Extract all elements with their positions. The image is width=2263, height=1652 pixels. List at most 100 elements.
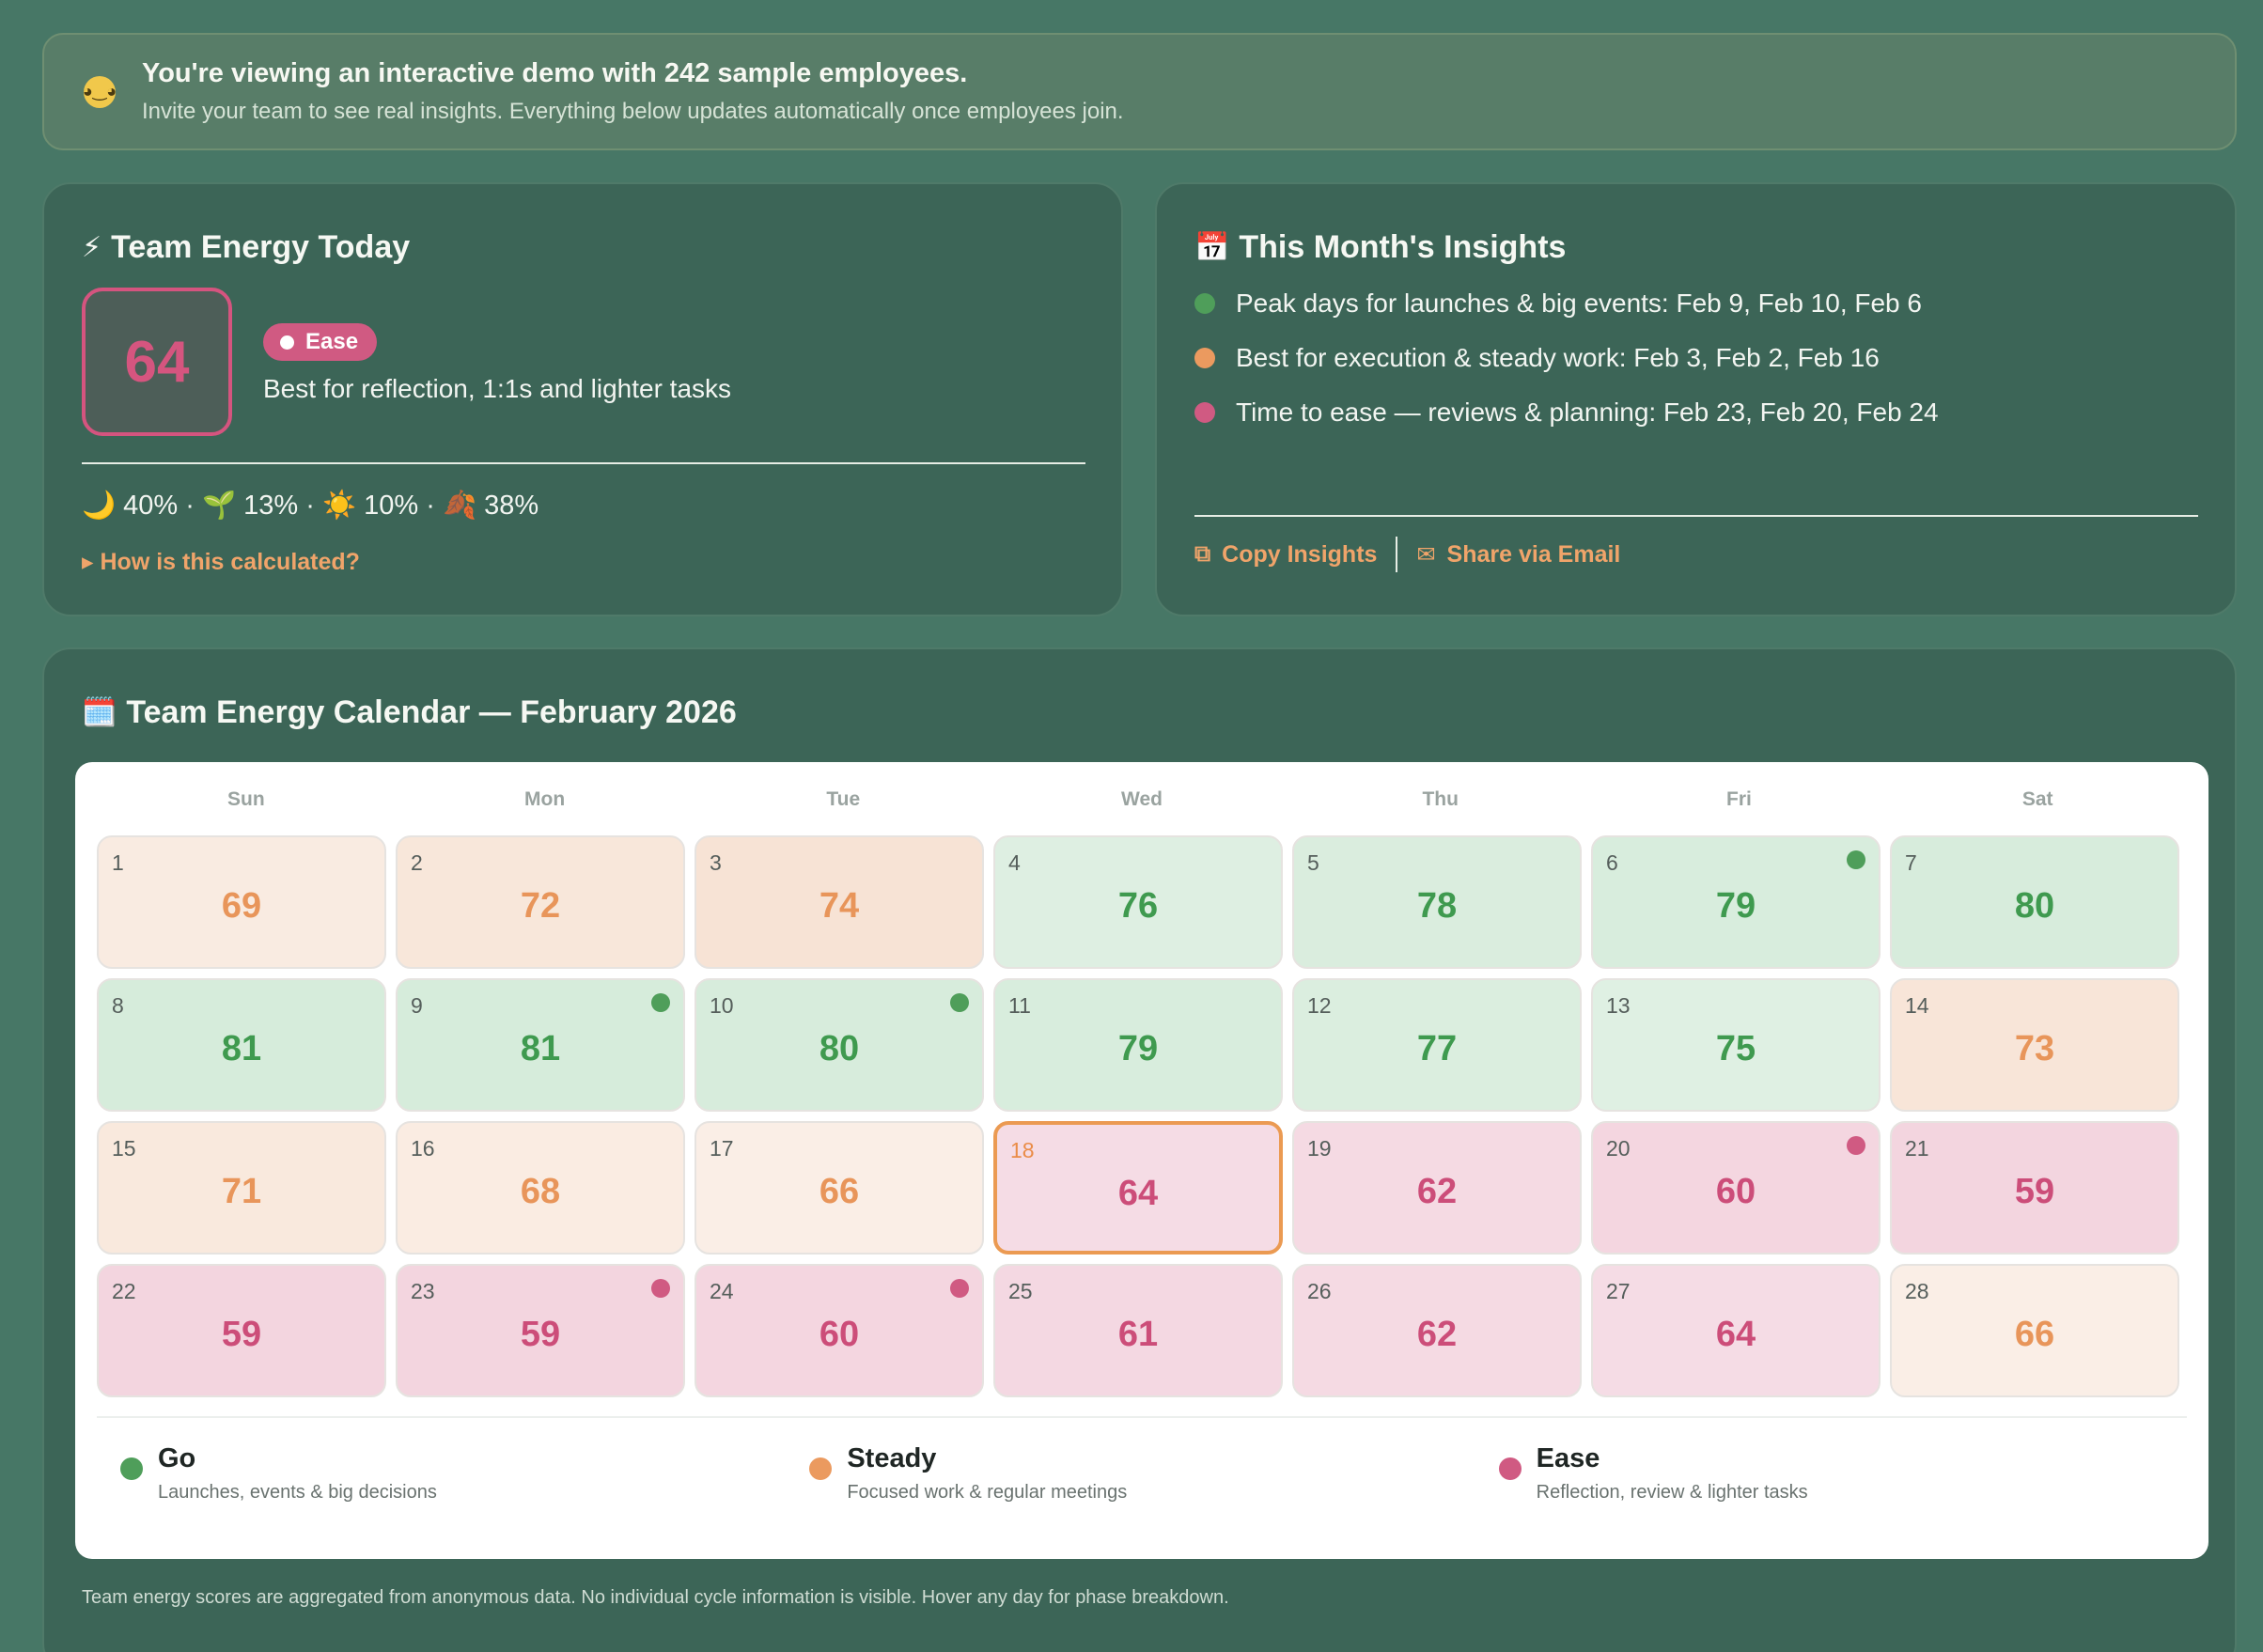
day-score: 73 — [2014, 1029, 2055, 1068]
calendar-day[interactable]: 3 74 — [695, 835, 984, 969]
ease-dot-icon — [1194, 402, 1215, 423]
highlight-dot-icon — [950, 993, 969, 1012]
legend-ease: Ease Reflection, review & lighter tasks — [1498, 1443, 2188, 1504]
copy-icon: ⧉ — [1194, 541, 1211, 567]
copy-insights-button[interactable]: ⧉ Copy Insights — [1194, 541, 1377, 569]
weekday-sun: Sun — [227, 788, 265, 810]
calendar-day[interactable]: 15 71 — [97, 1121, 386, 1255]
calendar-day[interactable]: 25 61 — [993, 1264, 1283, 1397]
calendar-day[interactable]: 20 60 — [1591, 1121, 1881, 1255]
calendar-day[interactable]: 27 64 — [1591, 1264, 1881, 1397]
calendar-day[interactable]: 6 79 — [1591, 835, 1881, 969]
calendar-day[interactable]: 8 81 — [97, 978, 386, 1112]
calendar-day[interactable]: 10 80 — [695, 978, 984, 1112]
day-number: 6 — [1606, 850, 1618, 875]
nerd-face-icon: ◕‿◕ — [83, 75, 117, 108]
weekday-wed: Wed — [1121, 788, 1163, 810]
share-email-label: Share via Email — [1446, 540, 1621, 568]
calendar-day[interactable]: 1 69 — [97, 835, 386, 969]
day-score: 62 — [1416, 1172, 1458, 1211]
highlight-dot-icon — [1847, 1136, 1865, 1155]
day-score: 79 — [1715, 886, 1756, 926]
calendar-day[interactable]: 19 62 — [1292, 1121, 1582, 1255]
calendar-icon: 📅 — [1194, 232, 1230, 263]
day-number: 4 — [1008, 850, 1021, 875]
legend-desc: Focused work & regular meetings — [847, 1482, 1128, 1503]
mail-icon: ✉ — [1416, 541, 1436, 568]
calendar-day[interactable]: 13 75 — [1591, 978, 1881, 1112]
day-number: 8 — [112, 993, 124, 1018]
calendar-day[interactable]: 17 66 — [695, 1121, 984, 1255]
weekday-fri: Fri — [1726, 788, 1752, 810]
action-separator — [1396, 537, 1398, 572]
today-score: 64 — [82, 288, 232, 436]
calendar-day[interactable]: 4 76 — [993, 835, 1283, 969]
calendar-day-today[interactable]: 18 64 — [993, 1121, 1283, 1255]
day-score: 66 — [2014, 1315, 2055, 1354]
share-email-button[interactable]: ✉ Share via Email — [1416, 541, 1620, 569]
day-number: 21 — [1905, 1136, 1929, 1161]
calendar-day[interactable]: 5 78 — [1292, 835, 1582, 969]
calendar-day[interactable]: 26 62 — [1292, 1264, 1582, 1397]
phase-dot-icon — [280, 335, 294, 350]
calendar-day[interactable]: 22 59 — [97, 1264, 386, 1397]
calendar-day[interactable]: 9 81 — [396, 978, 685, 1112]
divider — [1194, 515, 2198, 517]
legend-steady: Steady Focused work & regular meetings — [809, 1443, 1498, 1504]
steady-dot-icon — [1194, 348, 1215, 368]
legend-name: Steady — [847, 1443, 937, 1473]
divider — [82, 462, 1085, 464]
day-number: 16 — [411, 1136, 435, 1161]
calendar-title: 🗓️ Team Energy Calendar — February 2026 — [82, 694, 737, 731]
calendar-day[interactable]: 24 60 — [695, 1264, 984, 1397]
calendar-day[interactable]: 16 68 — [396, 1121, 685, 1255]
day-number: 15 — [112, 1136, 136, 1161]
spiral-calendar-icon: 🗓️ — [82, 697, 117, 728]
day-score: 78 — [1416, 886, 1458, 926]
demo-banner: ◕‿◕ You're viewing an interactive demo w… — [42, 33, 2237, 150]
day-number: 23 — [411, 1279, 435, 1303]
insights-list: Peak days for launches & big events: Feb… — [1194, 288, 1939, 454]
day-score: 60 — [1715, 1172, 1756, 1211]
day-number: 2 — [411, 850, 423, 875]
calendar-day[interactable]: 28 66 — [1890, 1264, 2179, 1397]
calendar-day[interactable]: 12 77 — [1292, 978, 1582, 1112]
day-score: 60 — [819, 1315, 860, 1354]
go-dot-icon — [1194, 293, 1215, 314]
day-number: 10 — [710, 993, 734, 1018]
steady-dot-icon — [809, 1457, 833, 1480]
weekday-mon: Mon — [524, 788, 566, 810]
legend-desc: Reflection, review & lighter tasks — [1536, 1482, 1808, 1503]
go-dot-icon — [120, 1457, 143, 1480]
weekday-thu: Thu — [1422, 788, 1459, 810]
legend-go: Go Launches, events & big decisions — [120, 1443, 809, 1504]
day-score: 64 — [1715, 1315, 1756, 1354]
calendar-day[interactable]: 14 73 — [1890, 978, 2179, 1112]
banner-title: You're viewing an interactive demo with … — [142, 58, 968, 88]
phase-mix: 🌙 40% · 🌱 13% · ☀️ 10% · 🍂 38% — [82, 491, 539, 521]
phase-badge: Ease — [263, 323, 378, 361]
day-score: 64 — [1117, 1174, 1159, 1213]
day-number: 19 — [1307, 1136, 1332, 1161]
insights-title-text: This Month's Insights — [1239, 229, 1567, 265]
day-number: 22 — [112, 1279, 136, 1303]
day-score: 59 — [520, 1315, 561, 1354]
day-score: 77 — [1416, 1029, 1458, 1068]
how-calculated-link[interactable]: ▸ How is this calculated? — [82, 549, 360, 575]
calendar-day[interactable]: 11 79 — [993, 978, 1283, 1112]
day-number: 28 — [1905, 1279, 1929, 1303]
insight-text: Best for execution & steady work: Feb 3,… — [1236, 343, 1880, 372]
day-number: 7 — [1905, 850, 1917, 875]
day-score: 62 — [1416, 1315, 1458, 1354]
calendar-day[interactable]: 2 72 — [396, 835, 685, 969]
calendar-day[interactable]: 21 59 — [1890, 1121, 2179, 1255]
phase-legend: Go Launches, events & big decisions Stea… — [120, 1443, 2188, 1504]
calendar-day[interactable]: 23 59 — [396, 1264, 685, 1397]
day-score: 66 — [819, 1172, 860, 1211]
phase-label: Ease — [305, 329, 359, 354]
day-score: 59 — [2014, 1172, 2055, 1211]
insight-steady: Best for execution & steady work: Feb 3,… — [1194, 343, 1939, 372]
calendar-day[interactable]: 7 80 — [1890, 835, 2179, 969]
day-score: 71 — [221, 1172, 262, 1211]
day-number: 27 — [1606, 1279, 1631, 1303]
